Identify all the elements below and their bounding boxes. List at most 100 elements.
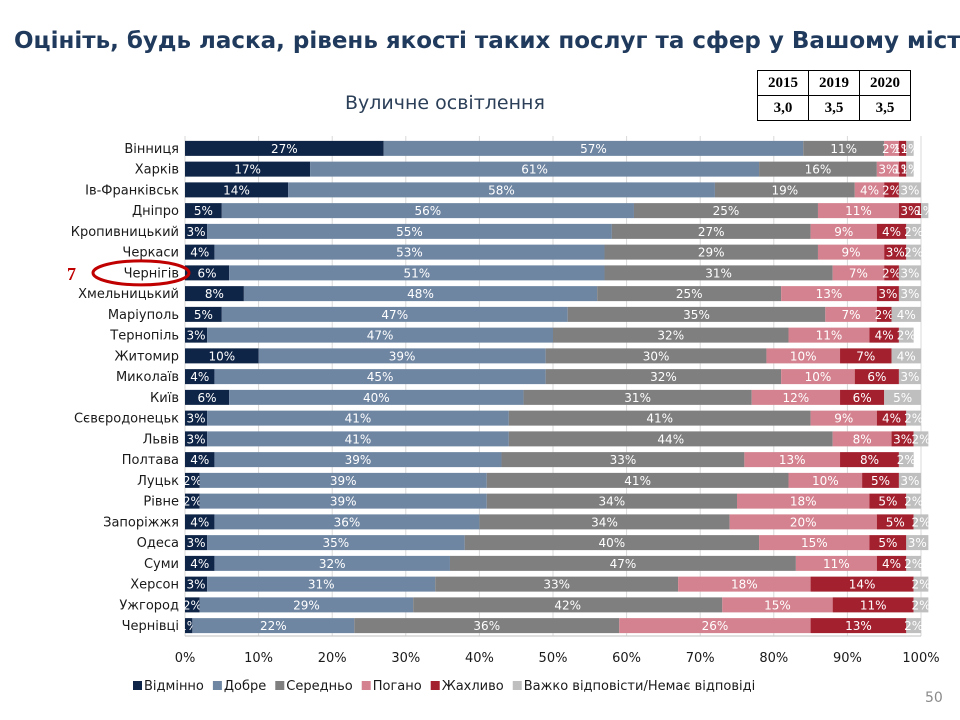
data-label: 4%: [897, 308, 916, 322]
bar-segment: [898, 140, 907, 156]
data-label: 3%: [893, 432, 912, 446]
legend-label: Добре: [224, 679, 266, 694]
data-label: 2%: [882, 266, 901, 280]
data-label: 57%: [580, 142, 607, 156]
bar-segment: [854, 369, 899, 385]
bar-segment: [906, 555, 921, 571]
bar-segment: [884, 182, 899, 198]
data-label: 5%: [878, 536, 897, 550]
bar-segment: [611, 223, 811, 239]
data-label: 3%: [187, 432, 206, 446]
bar-segment: [876, 161, 899, 177]
bar-segment: [185, 389, 230, 405]
bar-segment: [185, 265, 230, 281]
bar-segment: [185, 597, 200, 613]
data-label: 34%: [591, 515, 618, 529]
data-label: 4%: [897, 349, 916, 363]
bar-segment: [185, 140, 384, 156]
data-label: 4%: [882, 412, 901, 426]
data-label: 2%: [183, 495, 202, 509]
data-label: 41%: [345, 412, 372, 426]
bar-segment: [354, 618, 620, 634]
bar-segment: [185, 576, 208, 592]
bar-segment: [884, 389, 921, 405]
bar-segment: [825, 306, 877, 322]
bar-segment: [508, 410, 811, 426]
category-label: Чернігів: [124, 266, 179, 281]
data-label: 36%: [334, 515, 361, 529]
ratings-table: 2015 2019 2020 3,0 3,5 3,5: [757, 70, 911, 121]
data-label: 4%: [190, 246, 209, 260]
rank-marker: 7: [67, 264, 76, 284]
bar-segment: [729, 514, 877, 530]
data-label: 20%: [790, 515, 817, 529]
legend-swatch: [430, 681, 440, 690]
data-label: 6%: [198, 266, 217, 280]
data-label: 48%: [407, 287, 434, 301]
category-label: Черкаси: [122, 246, 179, 261]
rating-value: 3,5: [859, 95, 911, 121]
data-label: 16%: [805, 163, 832, 177]
bar-segment: [817, 244, 885, 260]
data-label: 2%: [183, 598, 202, 612]
bar-segment: [921, 203, 929, 219]
data-label: 3%: [187, 536, 206, 550]
bar-segment: [435, 576, 679, 592]
data-label: 29%: [698, 246, 725, 260]
bar-segment: [714, 182, 855, 198]
bar-segment: [759, 161, 877, 177]
bar-segment: [199, 472, 487, 488]
bar-segment: [243, 286, 598, 302]
category-label: Сєвєродонецьк: [74, 412, 179, 427]
bar-segment: [744, 452, 841, 468]
data-label: 6%: [198, 391, 217, 405]
bar-segment: [207, 535, 465, 551]
category-label: Вінниця: [124, 142, 179, 157]
category-label: Ужгород: [119, 598, 179, 613]
data-label: 5%: [194, 204, 213, 218]
bar-segment: [619, 618, 811, 634]
bar-segment: [898, 472, 921, 488]
data-label: 53%: [396, 246, 423, 260]
bar-segment: [185, 244, 215, 260]
data-label: 3%: [187, 578, 206, 592]
data-label: 8%: [860, 453, 879, 467]
data-label: 3%: [900, 370, 919, 384]
data-label: 3%: [187, 329, 206, 343]
data-label: 41%: [624, 474, 651, 488]
bar-segment: [486, 493, 737, 509]
bar-segment: [898, 452, 914, 468]
bar-segment: [383, 140, 804, 156]
data-label: 5%: [871, 474, 890, 488]
data-label: 25%: [713, 204, 740, 218]
rating-value: 3,0: [757, 95, 809, 121]
bar-segment: [185, 327, 208, 343]
bar-segment: [567, 306, 826, 322]
data-label: 14%: [223, 183, 250, 197]
bar-segment: [678, 576, 811, 592]
data-label: 2%: [904, 495, 923, 509]
bar-segment: [604, 244, 818, 260]
category-label: Київ: [150, 391, 179, 406]
data-label: 32%: [319, 557, 346, 571]
data-label: 41%: [345, 432, 372, 446]
data-label: 11%: [845, 204, 872, 218]
bar-segment: [898, 369, 921, 385]
bar-segment: [832, 431, 892, 447]
legend-swatch: [133, 681, 142, 690]
bar-segment: [876, 514, 914, 530]
x-tick-label: 70%: [686, 651, 715, 666]
bar-segment: [464, 535, 760, 551]
data-label: 7%: [849, 266, 868, 280]
bar-segment: [722, 597, 833, 613]
data-label: 13%: [845, 619, 872, 633]
bar-segment: [854, 182, 885, 198]
category-label: Чернівці: [122, 619, 179, 634]
highlight-ellipse: [91, 259, 191, 287]
data-label: 1%: [915, 204, 934, 218]
bar-segment: [906, 223, 921, 239]
bar-segment: [185, 555, 215, 571]
data-label: 4%: [190, 370, 209, 384]
bar-segment: [199, 597, 414, 613]
